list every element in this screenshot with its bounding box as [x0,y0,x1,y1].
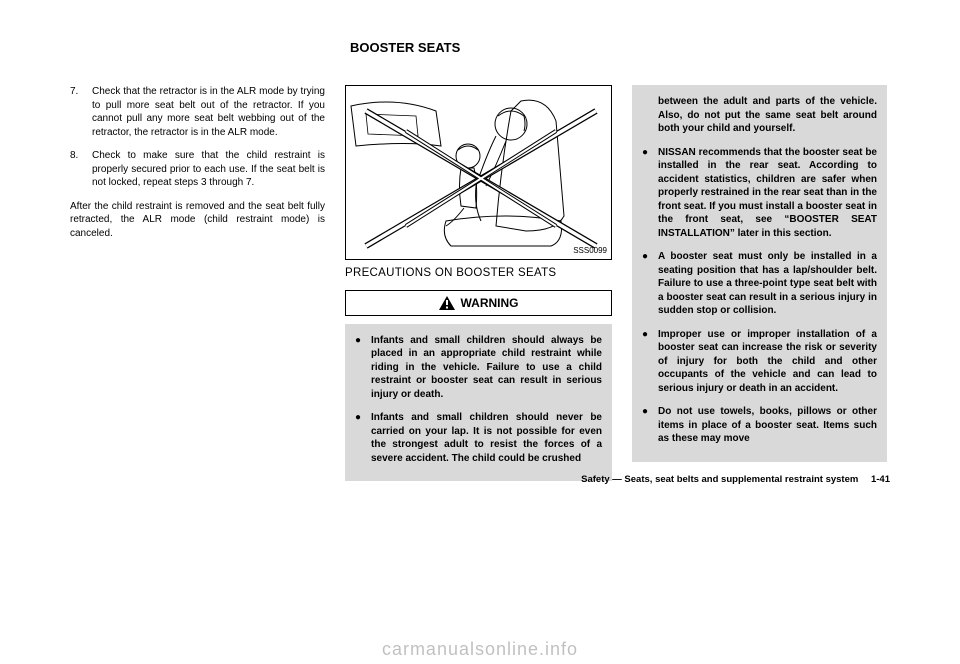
bullet-text: Improper use or improper installation of… [658,328,877,396]
column-3: between the adult and parts of the vehic… [632,85,887,481]
car-seat-child-illustration [346,86,611,260]
page-footer: Safety — Seats, seat belts and supplemen… [581,474,890,485]
bullet-dot: ● [642,146,658,241]
warning-triangle-icon [439,296,455,310]
paragraph: After the child restraint is removed and… [70,200,325,241]
warning-bullet: ● NISSAN recommends that the booster sea… [642,146,877,241]
subheading-precautions: PRECAUTIONS ON BOOSTER SEATS [345,266,612,282]
bullet-dot: ● [642,405,658,446]
watermark: carmanualsonline.info [0,639,960,660]
list-item-7: 7. Check that the retractor is in the AL… [70,85,325,139]
bullet-text: Infants and small children should never … [371,411,602,465]
bullet-text: Do not use towels, books, pillows or oth… [658,405,877,446]
manual-page: BOOSTER SEATS 7. Check that the retracto… [0,0,960,511]
item-text: Check to make sure that the child restra… [92,149,325,190]
bullet-dot: ● [642,250,658,318]
warning-bullet: ● A booster seat must only be installed … [642,250,877,318]
bullet-dot: ● [355,411,371,465]
item-number: 7. [70,85,92,139]
warning-label: WARNING [461,295,519,311]
bullet-dot: ● [355,334,371,402]
warning-header: WARNING [345,290,612,316]
list-item-8: 8. Check to make sure that the child res… [70,149,325,190]
warning-bullet: ● Improper use or improper installation … [642,328,877,396]
warning-bullet: ● Infants and small children should neve… [355,411,602,465]
section-title: BOOSTER SEATS [350,40,890,55]
warning-content-box: ● Infants and small children should alwa… [345,324,612,482]
figure-id: SSS0099 [573,246,607,257]
warning-bullet: ● Do not use towels, books, pillows or o… [642,405,877,446]
figure-illustration: SSS0099 [345,85,612,260]
column-2: SSS0099 PRECAUTIONS ON BOOSTER SEATS WAR… [345,85,612,481]
warning-content-box-continued: between the adult and parts of the vehic… [632,85,887,462]
page-number: 1-41 [871,474,890,485]
continued-text: between the adult and parts of the vehic… [642,95,877,136]
bullet-text: A booster seat must only be installed in… [658,250,877,318]
footer-chapter: Safety — Seats, seat belts and supplemen… [581,474,858,485]
item-text: Check that the retractor is in the ALR m… [92,85,325,139]
item-number: 8. [70,149,92,190]
column-1: 7. Check that the retractor is in the AL… [70,85,325,481]
bullet-text: Infants and small children should always… [371,334,602,402]
bullet-dot: ● [642,328,658,396]
bullet-text: NISSAN recommends that the booster seat … [658,146,877,241]
warning-bullet: ● Infants and small children should alwa… [355,334,602,402]
columns-wrapper: 7. Check that the retractor is in the AL… [70,85,890,481]
